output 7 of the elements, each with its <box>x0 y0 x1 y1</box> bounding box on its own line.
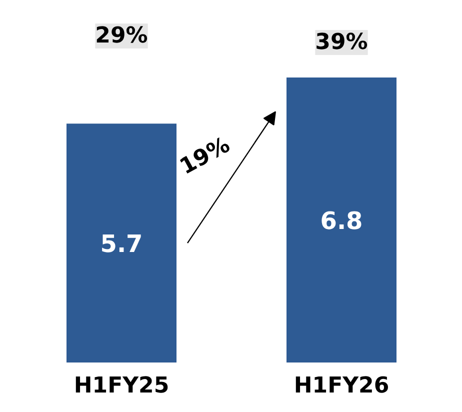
annotation: 19% <box>176 132 234 180</box>
text: 39% <box>315 30 368 55</box>
data-label: 6.8 <box>320 206 363 235</box>
text: 29% <box>95 24 148 49</box>
data-label: 5.7 <box>100 230 143 258</box>
x-tick-label: H1FY26 <box>294 374 390 398</box>
x-tick-label: H1FY25 <box>74 374 170 398</box>
